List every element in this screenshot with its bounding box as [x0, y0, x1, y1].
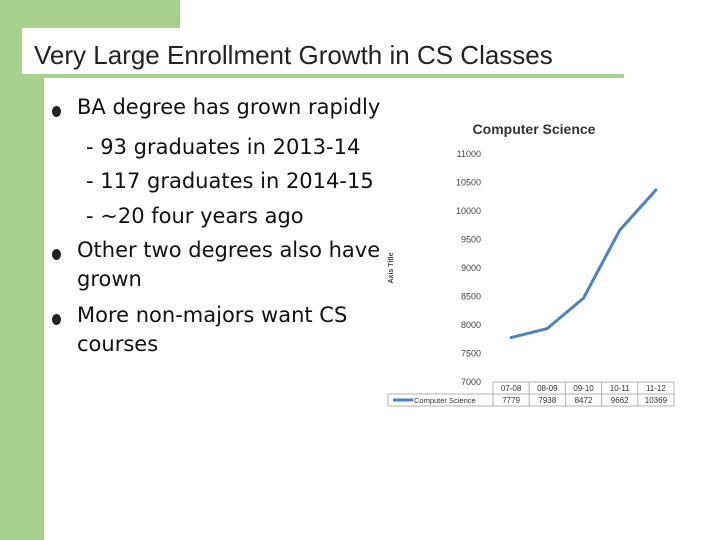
y-tick-label: 7000: [461, 377, 481, 387]
series-line-computer-science: [509, 188, 658, 340]
table-value: 7779: [502, 396, 520, 405]
slide-title: Very Large Enrollment Growth in CS Class…: [34, 40, 553, 70]
bullet-item: Other two degrees also have: [77, 238, 381, 262]
legend-series-name: Computer Science: [414, 396, 476, 405]
y-tick-label: 10000: [456, 206, 481, 216]
bullet-dot: [52, 249, 61, 260]
accent-bar-left: [0, 40, 44, 540]
bullet-item: More non-majors want CS: [77, 303, 348, 327]
y-tick-label: 7500: [461, 349, 481, 359]
bullet-dot: [52, 106, 61, 117]
y-tick-label: 9000: [461, 263, 481, 273]
bullet-item-continued: courses: [77, 332, 159, 356]
table-value: 7938: [538, 396, 556, 405]
y-tick-label: 9500: [461, 235, 481, 245]
x-tick-label: 10-11: [610, 384, 630, 393]
bullet-dot: [52, 314, 61, 325]
y-tick-label: 8500: [461, 292, 481, 302]
y-tick-label: 11000: [457, 149, 481, 159]
chart-title: Computer Science: [473, 121, 596, 137]
sub-bullet-item: - 117 graduates in 2014-15: [86, 169, 374, 193]
sub-bullet-item: - 93 graduates in 2013-14: [86, 135, 361, 159]
sub-bullet-item: - ~20 four years ago: [86, 204, 304, 228]
x-tick-label: 11-12: [646, 384, 666, 393]
title-box: [22, 28, 624, 78]
enrollment-chart: Computer Science 11000 10500 10000 9500 9000 8…: [384, 106, 680, 418]
bullet-item: BA degree has grown rapidly: [77, 95, 381, 119]
x-tick-label: 07-08: [501, 384, 522, 393]
chart-svg: Computer Science 11000 10500 10000 9500 9000 8…: [387, 121, 675, 407]
x-tick-label: 09-10: [573, 384, 594, 393]
y-tick-label: 10500: [456, 178, 481, 188]
table-value: 8472: [575, 396, 593, 405]
y-tick-label: 8000: [461, 320, 481, 330]
table-value: 9662: [611, 396, 629, 405]
table-value: 10369: [645, 396, 668, 405]
x-tick-label: 08-09: [537, 384, 558, 393]
bullet-item-continued: grown: [77, 267, 142, 291]
y-axis-title: Axis Title: [388, 252, 395, 283]
